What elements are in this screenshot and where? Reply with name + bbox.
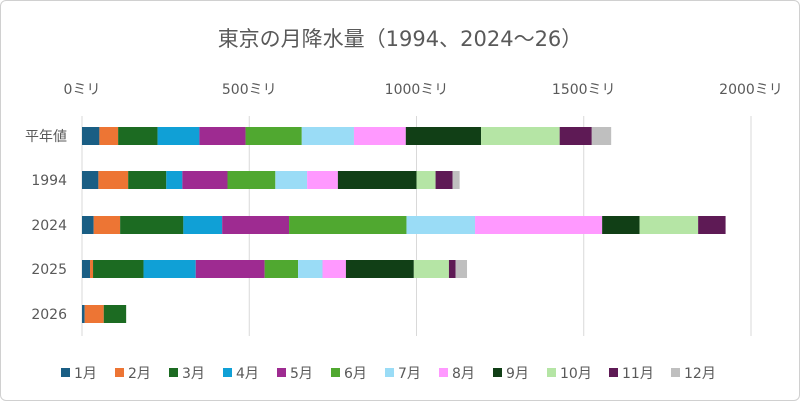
- x-tick-label: 2000ミリ: [719, 82, 783, 98]
- legend-label: 11月: [622, 366, 654, 382]
- bar-segment-4月: [166, 171, 183, 189]
- legend-swatch: [547, 368, 556, 377]
- bar-segment-8月: [307, 171, 338, 189]
- bar-segment-10月: [481, 127, 560, 145]
- legend-swatch: [385, 368, 394, 377]
- category-label: 2024: [31, 218, 67, 234]
- bar-segment-2月: [99, 127, 119, 145]
- bar-segment-4月: [157, 127, 200, 145]
- bar-segment-7月: [301, 127, 354, 145]
- category-label: 1994: [31, 173, 67, 189]
- bar-segment-8月: [475, 216, 603, 234]
- bar-segment-6月: [289, 216, 407, 234]
- bar-segment-7月: [275, 171, 308, 189]
- legend-swatch: [439, 368, 448, 377]
- bar-segment-9月: [602, 216, 640, 234]
- legend-label: 6月: [344, 366, 367, 382]
- bar-segment-2月: [93, 216, 121, 234]
- bar-segment-2月: [98, 171, 129, 189]
- bar-segment-6月: [264, 260, 299, 278]
- bar-segment-1月: [82, 127, 100, 145]
- x-tick-label: 500ミリ: [222, 82, 277, 98]
- legend-swatch: [61, 368, 70, 377]
- bar-segment-12月: [591, 127, 612, 145]
- bar-segment-5月: [222, 216, 290, 234]
- bar-segment-10月: [639, 216, 699, 234]
- bar-segment-3月: [103, 305, 127, 323]
- category-label: 2026: [31, 307, 67, 323]
- bar-segment-7月: [406, 216, 476, 234]
- legend-swatch: [115, 368, 124, 377]
- legend-label: 7月: [398, 366, 421, 382]
- bar-segment-4月: [183, 216, 223, 234]
- legend-label: 1月: [74, 366, 97, 382]
- bar-segment-11月: [435, 171, 453, 189]
- bar-segment-11月: [448, 260, 456, 278]
- bar-segment-10月: [416, 171, 436, 189]
- legend-swatch: [169, 368, 178, 377]
- bar-segment-9月: [345, 260, 414, 278]
- x-tick-label: 1000ミリ: [385, 82, 449, 98]
- bar-segment-4月: [143, 260, 196, 278]
- x-tick-label: 1500ミリ: [552, 82, 616, 98]
- bar-segment-11月: [559, 127, 592, 145]
- bar-segment-1月: [82, 305, 85, 323]
- bar-segment-3月: [120, 216, 184, 234]
- legend-swatch: [609, 368, 618, 377]
- bar-segment-8月: [353, 127, 406, 145]
- bar-segment-5月: [182, 171, 228, 189]
- bar-segment-5月: [195, 260, 265, 278]
- bar-segment-1月: [82, 260, 91, 278]
- bar-segment-8月: [322, 260, 346, 278]
- bar-segment-3月: [128, 171, 167, 189]
- legend-label: 3月: [182, 366, 205, 382]
- legend-swatch: [331, 368, 340, 377]
- category-label: 平年値: [25, 129, 67, 145]
- legend-swatch: [493, 368, 502, 377]
- bar-segment-6月: [245, 127, 302, 145]
- legend-swatch: [223, 368, 232, 377]
- legend-label: 2月: [128, 366, 151, 382]
- legend-label: 4月: [236, 366, 259, 382]
- bar-segment-9月: [337, 171, 417, 189]
- bar-segment-5月: [199, 127, 246, 145]
- bar-segment-9月: [405, 127, 482, 145]
- legend-swatch: [671, 368, 680, 377]
- bar-segment-7月: [298, 260, 323, 278]
- legend-label: 9月: [506, 366, 529, 382]
- bar-segment-2月: [90, 260, 94, 278]
- legend-label: 5月: [290, 366, 313, 382]
- legend-label: 10月: [560, 366, 592, 382]
- bar-segment-12月: [452, 171, 460, 189]
- legend-label: 8月: [452, 366, 475, 382]
- x-tick-label: 0ミリ: [64, 82, 101, 98]
- bar-segment-6月: [227, 171, 276, 189]
- bar-segment-10月: [413, 260, 449, 278]
- bar-segment-2月: [84, 305, 104, 323]
- bar-segment-3月: [93, 260, 144, 278]
- bar-segment-1月: [82, 171, 99, 189]
- legend-label: 12月: [684, 366, 716, 382]
- category-label: 2025: [31, 262, 67, 278]
- bar-segment-1月: [82, 216, 94, 234]
- bar-segment-11月: [698, 216, 726, 234]
- chart-title: 東京の月降水量（1994、2024～26）: [217, 27, 583, 51]
- legend-swatch: [277, 368, 286, 377]
- bar-segment-3月: [118, 127, 158, 145]
- bar-segment-12月: [455, 260, 468, 278]
